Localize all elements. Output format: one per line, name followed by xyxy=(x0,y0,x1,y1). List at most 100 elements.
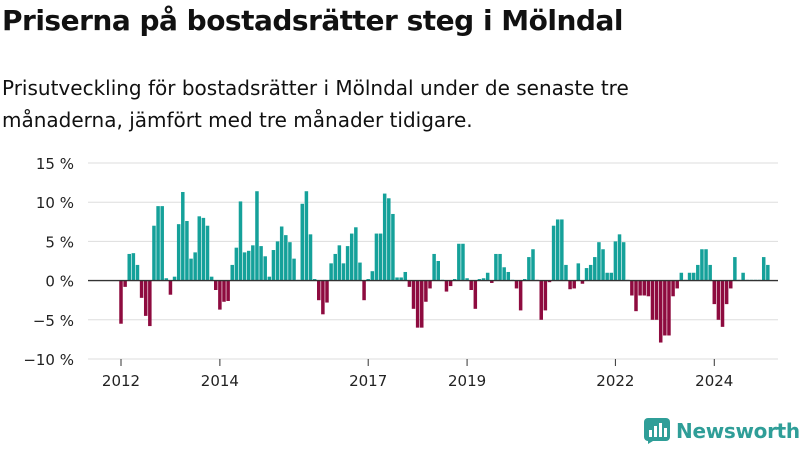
data-label: 2 % xyxy=(769,148,799,152)
y-tick-label: 5 % xyxy=(45,233,74,251)
bar xyxy=(428,280,432,289)
bar xyxy=(457,243,461,281)
bar xyxy=(613,241,618,281)
bar xyxy=(267,276,272,281)
bar xyxy=(436,261,440,281)
bar xyxy=(201,217,206,281)
x-tick-label: 2024 xyxy=(695,372,733,390)
bar xyxy=(502,267,506,281)
bar xyxy=(568,280,572,290)
bar xyxy=(555,219,560,281)
bar xyxy=(387,198,391,281)
bar xyxy=(642,280,646,296)
bar xyxy=(630,280,634,296)
x-tick-label: 2014 xyxy=(201,372,239,390)
bar xyxy=(189,258,193,281)
bar xyxy=(420,280,424,328)
bar xyxy=(444,280,449,292)
page-subtitle: Prisutveckling för bostadsrätter i Mölnd… xyxy=(2,76,629,132)
chart-annotation: 2 % xyxy=(769,148,799,152)
bar xyxy=(527,257,531,281)
bar xyxy=(761,257,766,281)
bar xyxy=(415,280,420,328)
bar xyxy=(733,257,737,281)
chart-bars xyxy=(119,191,770,343)
bar xyxy=(593,257,597,281)
bar xyxy=(345,246,350,281)
bar xyxy=(588,264,593,281)
bar xyxy=(617,234,622,281)
bar xyxy=(246,250,251,281)
brand-name: Newsworthy xyxy=(676,419,800,443)
bar xyxy=(724,280,729,305)
bar xyxy=(696,264,700,281)
bar xyxy=(156,206,160,281)
bar xyxy=(308,234,313,281)
bar xyxy=(514,280,519,289)
bar xyxy=(304,191,309,281)
bar xyxy=(490,280,494,283)
y-tick-label: 0 % xyxy=(45,273,74,291)
bar xyxy=(238,201,243,281)
bar xyxy=(181,192,185,281)
bar xyxy=(333,253,337,281)
bar xyxy=(288,242,292,281)
y-tick-label: −5 % xyxy=(33,312,74,330)
y-tick-label: −10 % xyxy=(23,351,74,369)
bar xyxy=(663,280,667,336)
bar xyxy=(312,279,317,281)
bar xyxy=(646,280,651,297)
bar xyxy=(399,277,403,281)
bar xyxy=(197,216,202,281)
bar xyxy=(675,280,679,289)
bar xyxy=(551,225,556,281)
bar xyxy=(341,263,346,281)
bar xyxy=(172,276,177,281)
bar xyxy=(621,242,626,281)
bar xyxy=(226,280,230,301)
bar xyxy=(378,233,383,281)
bar xyxy=(329,263,333,281)
bar xyxy=(741,272,745,281)
bar xyxy=(325,280,329,303)
bar xyxy=(572,280,576,289)
bar xyxy=(218,280,222,310)
x-tick-label: 2022 xyxy=(596,372,634,390)
bar xyxy=(543,280,548,311)
bar xyxy=(279,226,284,281)
bar xyxy=(395,277,399,281)
bar xyxy=(391,213,395,281)
bar xyxy=(481,278,486,281)
bar xyxy=(634,280,638,312)
bar xyxy=(461,243,465,281)
bar xyxy=(370,271,375,281)
bar xyxy=(729,280,733,289)
bar xyxy=(564,264,568,281)
bar xyxy=(234,247,239,281)
bar xyxy=(374,233,379,281)
bar xyxy=(452,279,457,281)
bar-chart: 15 % 10 % 5 % 0 % −5 % −10 % 2012 2014 2017 2019 2… xyxy=(23,148,799,390)
y-tick-label: 10 % xyxy=(36,194,74,212)
bar xyxy=(498,253,502,281)
x-tick-label: 2017 xyxy=(349,372,387,390)
bar xyxy=(148,280,152,327)
bar xyxy=(317,280,321,301)
bar xyxy=(469,280,473,291)
bar xyxy=(362,280,366,301)
y-tick-label: 15 % xyxy=(36,155,74,173)
bar xyxy=(251,245,255,281)
bar xyxy=(321,280,325,315)
bar xyxy=(354,227,358,281)
bar xyxy=(605,272,609,281)
bar xyxy=(160,206,164,281)
bar xyxy=(135,264,140,281)
bar xyxy=(152,225,156,281)
bar xyxy=(473,280,478,309)
bar xyxy=(584,268,589,281)
bar xyxy=(275,241,280,281)
bar xyxy=(292,258,296,281)
bar xyxy=(176,224,181,281)
bar xyxy=(576,263,581,281)
bar xyxy=(168,280,173,295)
